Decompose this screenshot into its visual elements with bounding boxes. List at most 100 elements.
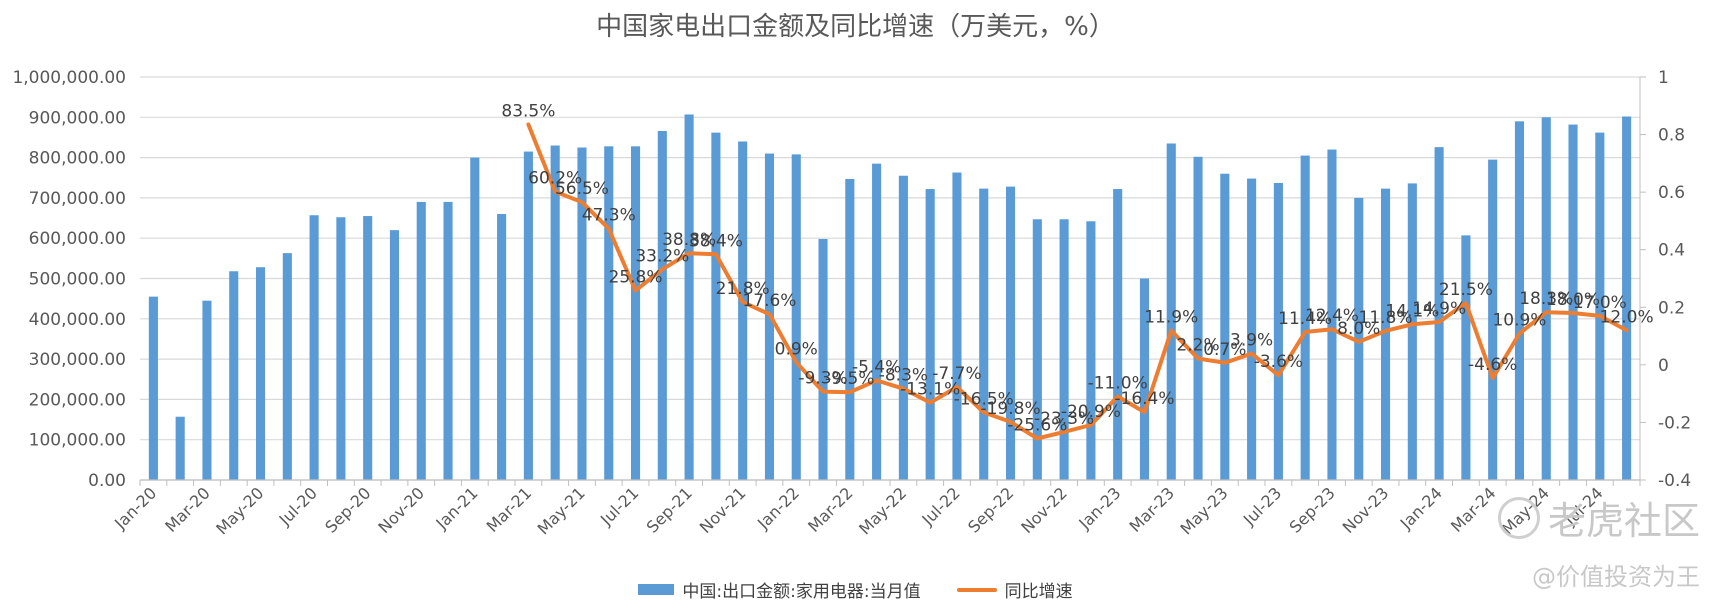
data-label: -11.0% [1088, 374, 1148, 394]
bar [1461, 235, 1471, 480]
bar [818, 239, 828, 480]
x-tick-label: Sep-23 [1286, 483, 1339, 536]
data-label: -9.5% [825, 369, 874, 389]
bar [898, 175, 908, 481]
legend-swatch-line [956, 587, 997, 592]
bar [523, 151, 533, 480]
bar [684, 114, 694, 480]
data-label: 2.2% [1176, 336, 1219, 356]
data-label: 18.0% [1546, 290, 1600, 310]
bar [255, 267, 266, 480]
right-y-tick-label: 0.4 [1658, 241, 1685, 261]
bar [1568, 124, 1578, 480]
line-series [526, 122, 1629, 441]
x-tick-label: Mar-20 [161, 483, 214, 536]
data-labels: 83.5% 60.2%56.5% 47.3% 25.8%33.2%38.8%38.4%… [501, 101, 1653, 435]
data-label: -8.3% [879, 366, 928, 386]
bar [229, 271, 239, 480]
bar [1273, 182, 1283, 480]
legend-item-line[interactable]: 同比增速 [956, 577, 1073, 602]
bar [148, 296, 158, 480]
left-y-tick-label: 1,000,000.00 [12, 68, 126, 88]
data-label: -5.4% [852, 357, 901, 377]
legend-label-bar: 中国:出口金额:家用电器:当月值 [682, 582, 921, 602]
x-tick-label: Nov-23 [1339, 483, 1393, 537]
left-y-tick-label: 700,000.00 [29, 189, 126, 209]
bar [952, 172, 962, 481]
growth-line [526, 122, 1629, 441]
left-y-tick-label: 100,000.00 [29, 431, 126, 451]
right-y-tick-label: 0 [1658, 356, 1669, 376]
data-label: 11.8% [1359, 308, 1413, 328]
watermark-logo: 老虎社区 [1440, 490, 1700, 545]
data-label: 60.2% [528, 169, 582, 189]
bar [791, 154, 801, 480]
x-tick-label: Mar-21 [483, 483, 536, 536]
data-label: 38.8% [662, 230, 716, 250]
left-y-axis: 0.00 100,000.00 200,000.00 300,000.00 400,00… [12, 68, 126, 491]
left-y-tick-label: 200,000.00 [29, 390, 126, 410]
bar [1434, 147, 1444, 480]
x-tick-label: Nov-20 [374, 483, 428, 537]
data-label: -20.9% [1061, 402, 1121, 422]
bar [979, 188, 989, 481]
data-label: 83.5% [501, 101, 555, 121]
data-label: -9.3% [798, 369, 847, 389]
bar [1166, 143, 1176, 480]
bar [1488, 159, 1498, 481]
bar [416, 201, 426, 480]
x-tick-label: May-22 [855, 483, 910, 538]
x-tick-label: Nov-21 [696, 483, 750, 537]
bar [577, 147, 587, 480]
x-tick-label: May-23 [1177, 483, 1232, 538]
watermark: 老虎社区 @价值投资为王 [1440, 490, 1700, 592]
data-label: -23.3% [1034, 409, 1094, 429]
legend-label-line: 同比增速 [1004, 582, 1073, 602]
left-y-tick-label: 800,000.00 [29, 149, 126, 169]
bar [1541, 117, 1551, 481]
bar [630, 146, 641, 481]
x-tick-label: Sep-22 [964, 483, 1017, 536]
right-y-axis: -0.4 -0.2 0 0.2 0.4 0.6 0.8 1 [1639, 68, 1691, 491]
bar [1139, 278, 1150, 480]
x-tick-label: Nov-22 [1017, 483, 1071, 537]
bar [1005, 186, 1016, 480]
bar [1032, 219, 1042, 480]
bar [1327, 149, 1337, 481]
data-label: 18.3% [1519, 289, 1573, 309]
data-label: 56.5% [555, 179, 609, 199]
data-label: 14.1% [1385, 301, 1439, 321]
data-label: 25.8% [609, 268, 663, 288]
bar [1354, 197, 1364, 480]
left-y-tick-label: 300,000.00 [29, 350, 126, 370]
data-label: -25.6% [1007, 416, 1067, 436]
x-tick-label: Sep-20 [321, 483, 374, 536]
left-y-tick-label: 500,000.00 [29, 270, 126, 290]
data-label: 3.9% [1230, 331, 1273, 351]
left-y-tick-label: 400,000.00 [29, 310, 126, 330]
bar [336, 217, 346, 480]
bar [497, 214, 507, 480]
data-label: 38.4% [689, 231, 743, 251]
right-y-tick-label: -0.4 [1658, 471, 1691, 491]
x-tick-label: Jan-21 [432, 483, 482, 533]
x-tick-label: Jul-23 [1239, 483, 1285, 529]
data-label: 21.8% [716, 279, 770, 299]
bar [925, 189, 935, 480]
legend: 中国:出口金额:家用电器:当月值 同比增速 [0, 577, 1711, 602]
x-tick-label: Jan-23 [1074, 483, 1124, 533]
bar [1086, 221, 1096, 481]
bar-series [148, 114, 1632, 481]
legend-item-bar[interactable]: 中国:出口金额:家用电器:当月值 [638, 577, 921, 602]
bar [711, 132, 721, 480]
bar [1059, 219, 1069, 480]
bar [443, 201, 453, 480]
data-label: 17.6% [742, 291, 796, 311]
data-label: -7.7% [932, 364, 981, 384]
bar [470, 157, 480, 480]
bar [657, 131, 667, 480]
data-label: -16.5% [954, 389, 1014, 409]
data-label: -4.6% [1468, 355, 1517, 375]
